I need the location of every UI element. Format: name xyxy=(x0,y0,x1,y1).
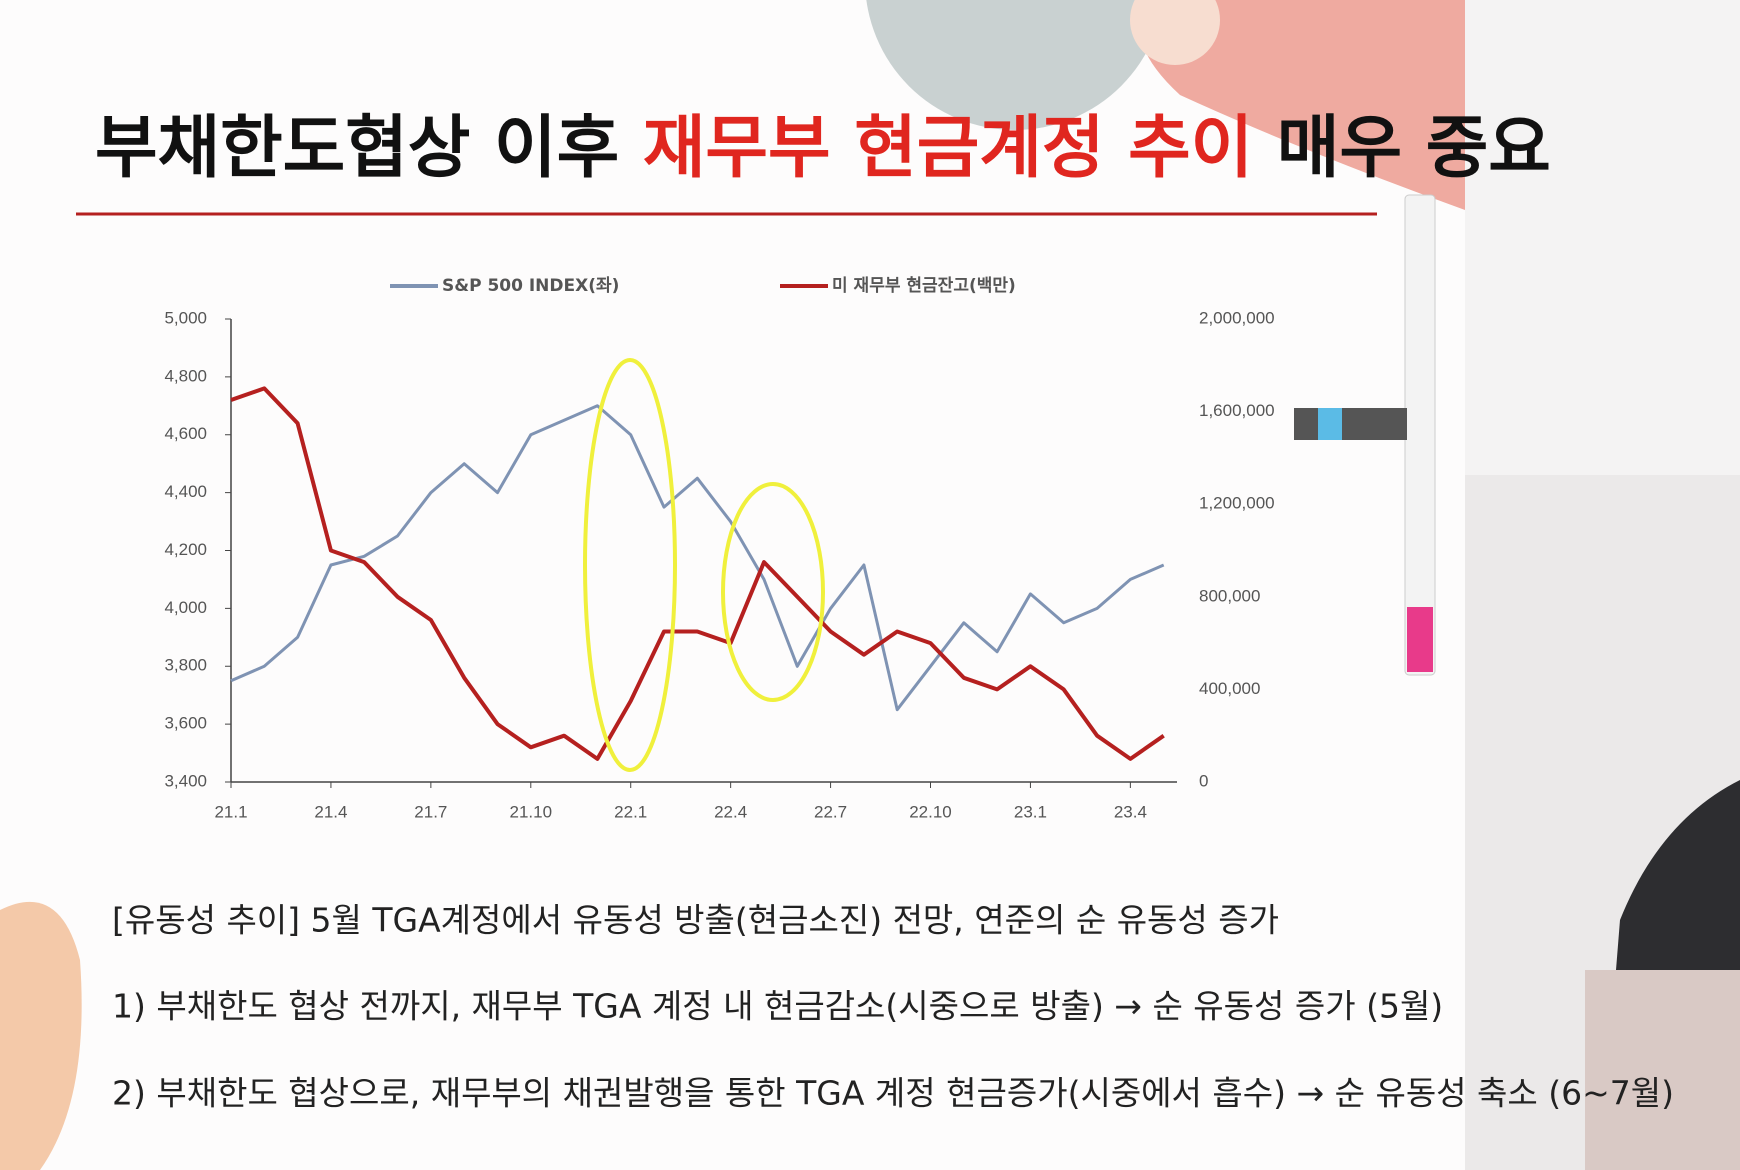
series-line xyxy=(230,386,1165,761)
chart: 3,400 3,600 3,800 4,000 4,200 4,400 4,600 4,800… xyxy=(164,276,1274,821)
y-tick-label: 4,800 xyxy=(164,366,207,385)
x-tick-label: 22.10 xyxy=(909,802,952,821)
y-tick-label: 3,800 xyxy=(164,656,207,675)
deco-circle-small xyxy=(1130,0,1220,65)
pen-size-picker[interactable] xyxy=(1294,408,1407,440)
deco-blob-left xyxy=(0,901,82,1170)
y-tick-label: 4,400 xyxy=(164,482,207,501)
y-tick-label: 4,000 xyxy=(164,598,207,617)
note: 1) 부채한도 협상 전까지, 재무부 TGA 계정 내 현금감소(시중으로 방… xyxy=(112,987,1443,1026)
y2-tick-label: 1,200,000 xyxy=(1199,494,1275,513)
video-top xyxy=(1465,0,1740,475)
y2-tick-label: 800,000 xyxy=(1199,586,1260,605)
note: 2) 부채한도 협상으로, 재무부의 채권발행을 통한 TGA 계정 현금증가(… xyxy=(112,1074,1674,1113)
x-tick-label: 21.10 xyxy=(510,802,553,821)
x-tick-label: 23.1 xyxy=(1014,802,1047,821)
highlight-ellipse xyxy=(583,358,677,772)
y2-tick-label: 400,000 xyxy=(1199,679,1260,698)
x-tick-label: 23.4 xyxy=(1114,802,1147,821)
note: [유동성 추이] 5월 TGA계정에서 유동성 방출(현금소진) 전망, 연준의… xyxy=(112,901,1279,940)
y2-tick-label: 2,000,000 xyxy=(1199,308,1275,327)
x-tick-label: 22.1 xyxy=(614,802,647,821)
y-tick-label: 3,400 xyxy=(164,771,207,790)
highlight-ellipse xyxy=(721,482,825,702)
slide-bg xyxy=(0,0,1465,1170)
x-tick-label: 22.4 xyxy=(714,802,747,821)
x-tick-label: 21.7 xyxy=(414,802,447,821)
series-line xyxy=(230,404,1165,712)
y2-tick-label: 1,600,000 xyxy=(1199,401,1275,420)
toolbar[interactable] xyxy=(1404,194,1436,676)
y2-tick-label: 0 xyxy=(1199,771,1208,790)
pen-size-selected[interactable] xyxy=(1318,408,1342,440)
title-part: 매우 중요 xyxy=(1253,109,1551,188)
legend-label: S&P 500 INDEX(좌) xyxy=(442,276,619,296)
y-tick-label: 3,600 xyxy=(164,714,207,733)
y-tick-label: 4,200 xyxy=(164,540,207,559)
x-tick-label: 21.4 xyxy=(314,802,347,821)
color-swatch[interactable] xyxy=(1407,607,1433,672)
deco-circle xyxy=(866,0,1164,130)
slide-title: 부채한도협상 이후 재무부 현금계정 추이 매우 중요 xyxy=(95,109,1551,188)
title-part: 부채한도협상 이후 xyxy=(95,109,643,188)
title-part: 재무부 현금계정 추이 xyxy=(643,109,1253,188)
laptop xyxy=(1585,970,1740,1170)
x-tick-label: 22.7 xyxy=(814,802,847,821)
x-tick-label: 21.1 xyxy=(214,802,247,821)
y-tick-label: 5,000 xyxy=(164,308,207,327)
legend-label: 미 재무부 현금잔고(백만) xyxy=(832,276,1016,296)
deco-blob xyxy=(1140,0,1465,210)
y-tick-label: 4,600 xyxy=(164,424,207,443)
